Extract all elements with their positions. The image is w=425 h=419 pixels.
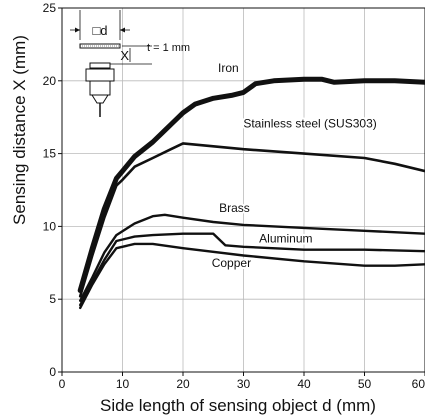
x-tick-label: 40 — [297, 377, 311, 391]
x-tick-label: 60 — [412, 377, 425, 391]
y-axis-ticks: 0 5 10 15 20 25 — [43, 1, 62, 379]
sensor-nut — [85, 68, 115, 82]
y-tick-label: 15 — [43, 147, 57, 161]
sensor-body — [89, 80, 111, 96]
y-tick-label: 5 — [49, 292, 56, 306]
d-label: □d — [92, 23, 107, 38]
series-line-3 — [78, 232, 425, 307]
series-labels: Iron Stainless steel (SUS303) Brass Aluminu… — [210, 59, 379, 272]
x-axis-ticks: 0 10 20 30 40 50 60 — [59, 372, 425, 391]
y-tick-label: 20 — [43, 74, 57, 88]
y-tick-label: 25 — [43, 1, 57, 15]
thickness-label: t = 1 mm — [147, 42, 190, 54]
d-arrowhead-right — [120, 27, 125, 33]
x-label: X — [120, 48, 129, 63]
series-label-2: Brass — [219, 201, 250, 215]
sensor-tail — [91, 94, 109, 104]
x-tick-label: 30 — [237, 377, 251, 391]
y-tick-label: 10 — [43, 219, 57, 233]
x-tick-label: 10 — [116, 377, 130, 391]
x-tick-label: 0 — [59, 377, 66, 391]
x-axis-title: Side length of sensing object d (mm) — [100, 396, 376, 415]
sensor-head — [89, 62, 111, 69]
series-label-3: Aluminum — [259, 231, 312, 245]
series-lines — [77, 76, 425, 310]
x-tick-label: 50 — [358, 377, 372, 391]
grid — [61, 7, 425, 373]
series-label-4: Copper — [212, 256, 251, 270]
series-label-1: Stainless steel (SUS303) — [243, 116, 376, 130]
x-tick-label: 20 — [176, 377, 190, 391]
y-axis-title: Sensing distance X (mm) — [10, 35, 29, 225]
y-tick-label: 0 — [49, 365, 56, 379]
sensor-target-diagram: □d X t = 1 mm — [70, 10, 190, 117]
series-line-4 — [78, 242, 425, 310]
series-line-0 — [77, 76, 425, 293]
series-line-1 — [78, 142, 425, 298]
d-arrowhead-left — [75, 27, 80, 33]
series-label-0: Iron — [218, 61, 239, 75]
series-line-2 — [78, 213, 425, 302]
